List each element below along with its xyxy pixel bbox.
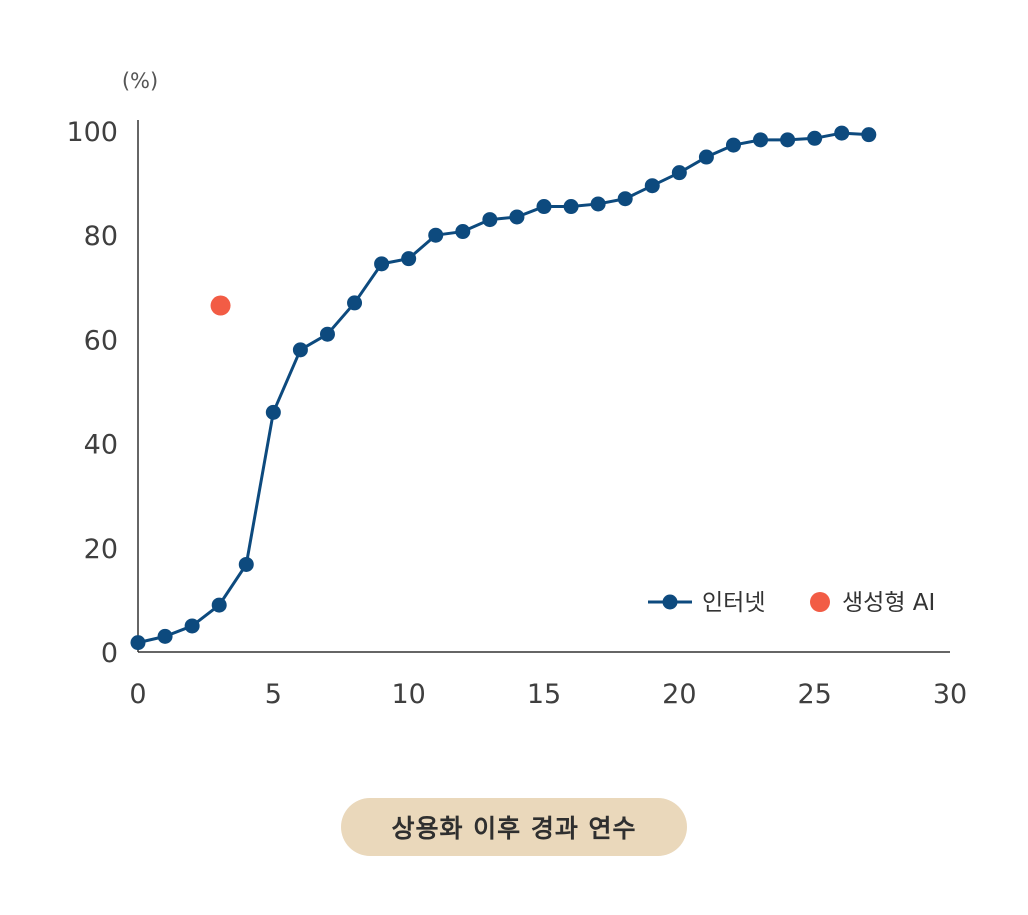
y-unit-label: (%) xyxy=(122,69,158,93)
data-point xyxy=(428,227,444,243)
series-line xyxy=(137,131,869,645)
x-axis-title: 상용화 이후 경과 연수 xyxy=(341,798,687,856)
x-tick-label: 25 xyxy=(797,679,831,710)
data-point xyxy=(807,130,823,146)
legend-item: 생성형 AI xyxy=(810,590,935,616)
y-tick-label: 100 xyxy=(66,117,118,148)
data-point xyxy=(401,251,417,267)
x-tick-label: 0 xyxy=(129,679,146,710)
data-point xyxy=(753,132,769,148)
legend: 인터넷 생성형 AI xyxy=(648,590,935,616)
data-point xyxy=(509,209,525,225)
data-point xyxy=(617,191,633,207)
data-point xyxy=(211,597,227,613)
legend-item: 인터넷 xyxy=(648,590,765,616)
data-point xyxy=(482,212,498,228)
x-tick-label: 15 xyxy=(527,679,561,710)
y-tick-label: 60 xyxy=(84,325,118,356)
series-0 xyxy=(130,125,877,651)
legend-point-swatch xyxy=(662,594,678,610)
data-point xyxy=(184,618,200,634)
data-point xyxy=(238,556,254,572)
y-tick-label: 80 xyxy=(84,221,118,252)
legend-point-swatch xyxy=(810,592,830,612)
data-point xyxy=(671,165,687,181)
data-point xyxy=(563,199,579,215)
data-point xyxy=(157,628,173,644)
axes xyxy=(137,120,950,653)
data-point xyxy=(319,326,335,342)
data-point xyxy=(861,127,877,143)
data-point xyxy=(590,196,606,212)
x-tick-label: 30 xyxy=(933,679,967,710)
data-point xyxy=(698,149,714,165)
legend-label: 생성형 AI xyxy=(842,590,935,616)
data-point xyxy=(780,132,796,148)
x-tick-label: 5 xyxy=(265,679,282,710)
data-point xyxy=(725,137,741,153)
data-point xyxy=(374,256,390,272)
series-1 xyxy=(210,295,231,316)
data-point xyxy=(536,199,552,215)
data-point xyxy=(265,404,281,420)
data-point xyxy=(455,224,471,240)
y-tick-label: 0 xyxy=(101,638,118,669)
data-point xyxy=(292,342,308,358)
y-tick-label: 40 xyxy=(84,430,118,461)
data-marks xyxy=(130,125,877,651)
x-tick-label: 10 xyxy=(391,679,425,710)
x-tick-label: 20 xyxy=(662,679,696,710)
data-point xyxy=(347,295,363,311)
tick-labels: 0 20 40 60 80 100 0 5 10 15 20 25 30 xyxy=(66,117,967,710)
legend-label: 인터넷 xyxy=(702,590,765,616)
data-point xyxy=(834,125,850,141)
data-point xyxy=(644,178,660,194)
y-tick-label: 20 xyxy=(84,534,118,565)
data-point xyxy=(210,295,231,316)
data-point xyxy=(130,635,146,651)
